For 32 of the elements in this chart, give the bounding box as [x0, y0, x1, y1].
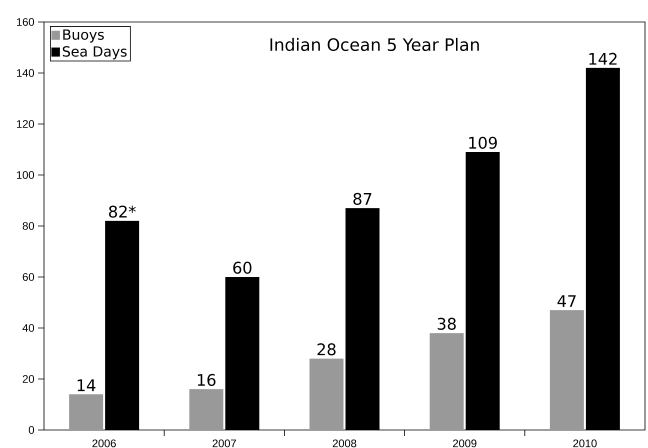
y-tick-label: 160 — [16, 18, 34, 26]
data-label: 87 — [353, 192, 372, 205]
y-tick-label: 100 — [16, 171, 34, 179]
y-tick-label: 80 — [22, 222, 34, 230]
bar — [69, 394, 104, 430]
y-tick-label: 40 — [22, 324, 34, 332]
data-label: 82* — [109, 206, 136, 218]
bar — [189, 389, 224, 430]
data-label: 60 — [233, 262, 252, 274]
y-tick-label: 120 — [16, 120, 34, 128]
x-tick-label: 2006 — [92, 439, 116, 448]
data-label: 14 — [78, 379, 96, 392]
data-label: 38 — [438, 318, 456, 330]
y-tick-label: 0 — [28, 426, 34, 434]
legend-label: Sea Days — [62, 46, 127, 60]
bar — [430, 333, 464, 430]
x-tick-label: 2009 — [453, 439, 476, 448]
y-tick-label: 60 — [22, 273, 34, 281]
data-label: 142 — [589, 52, 617, 65]
data-label: 28 — [318, 343, 336, 356]
bar — [550, 310, 584, 430]
y-tick-label: 140 — [16, 69, 34, 77]
legend-label: Buoys — [63, 29, 104, 43]
text: Indian Ocean 5 Year Plan — [270, 38, 479, 52]
data-label: 109 — [469, 136, 497, 149]
bar — [310, 358, 344, 430]
x-tick-label: 2008 — [332, 439, 356, 448]
data-label: 16 — [198, 374, 216, 386]
y-tick-label: 20 — [22, 375, 34, 383]
data-label: 47 — [558, 295, 576, 307]
x-tick-label: 2007 — [212, 439, 236, 448]
x-tick-label: 2010 — [573, 439, 597, 448]
